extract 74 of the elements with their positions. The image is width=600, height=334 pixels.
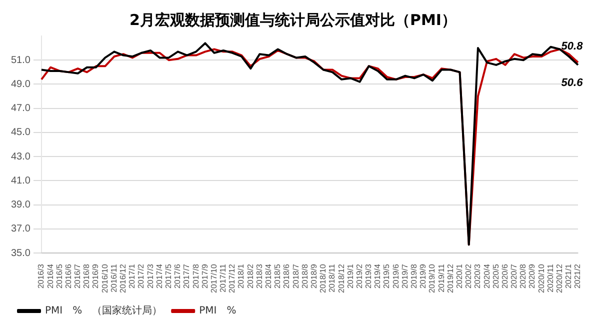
- x-tick-label: 2018/7: [291, 264, 300, 289]
- x-tick-label: 2019/1: [346, 264, 355, 289]
- x-tick-label: 2018/12: [336, 264, 346, 294]
- x-tick-label: 2018/6: [282, 264, 292, 289]
- x-tick-label: 2016/3: [36, 264, 46, 289]
- x-tick-label: 2016/4: [46, 264, 55, 289]
- x-tick-label: 2018/2: [246, 264, 255, 289]
- x-tick-label: 2020/10: [536, 264, 546, 294]
- legend-label: PMI % （国家统计局）: [45, 304, 162, 317]
- x-tick-label: 2017/8: [191, 264, 200, 289]
- y-tick-label: 35.0: [10, 248, 31, 259]
- x-tick-label: 2016/10: [100, 264, 110, 294]
- x-tick-label: 2021/1: [564, 264, 574, 289]
- x-tick-label: 2019/8: [410, 264, 419, 289]
- x-tick-label: 2019/4: [373, 264, 382, 289]
- x-tick-label: 2020/2: [464, 264, 474, 289]
- x-tick-label: 2017/3: [146, 264, 155, 289]
- y-tick-label: 51.0: [10, 54, 31, 66]
- chart-title: 2月宏观数据预测值与统计局公示值对比（PMI）: [130, 10, 456, 29]
- x-tick-label: 2020/9: [528, 264, 537, 289]
- x-tick-label: 2017/9: [200, 264, 210, 289]
- x-tick-label: 2017/12: [228, 264, 237, 294]
- x-tick-label: 2018/1: [236, 264, 246, 289]
- x-tick-label: 2017/7: [182, 264, 192, 289]
- x-tick-label: 2016/9: [91, 264, 100, 289]
- x-tick-label: 2018/5: [273, 264, 282, 289]
- x-tick-label: 2017/5: [164, 264, 173, 289]
- annotation: 50.8: [561, 40, 584, 53]
- x-tick-label: 2016/6: [64, 264, 73, 289]
- x-tick-label: 2018/8: [300, 264, 310, 289]
- x-tick-label: 2016/5: [54, 264, 64, 289]
- x-tick-label: 2016/12: [118, 264, 128, 294]
- y-tick-label: 45.0: [10, 127, 31, 138]
- x-tick-label: 2016/7: [73, 264, 82, 289]
- legend-label: PMI %: [199, 306, 236, 317]
- x-tick-label: 2018/4: [264, 264, 274, 289]
- x-tick-label: 2016/11: [109, 264, 118, 292]
- x-tick-label: 2017/1: [128, 264, 137, 289]
- x-tick-label: 2019/9: [418, 264, 428, 289]
- x-tick-label: 2018/3: [254, 264, 264, 289]
- x-tick-label: 2020/5: [491, 264, 500, 289]
- x-tick-label: 2020/8: [518, 264, 528, 289]
- x-tick-label: 2018/11: [328, 264, 337, 292]
- x-tick-label: 2019/10: [428, 264, 437, 294]
- y-tick-label: 37.0: [10, 224, 31, 235]
- x-tick-label: 2020/7: [510, 264, 519, 289]
- x-tick-label: 2017/6: [173, 264, 182, 289]
- x-tick-label: 2017/2: [136, 264, 146, 289]
- y-tick-label: 43.0: [10, 151, 31, 162]
- x-tick-label: 2019/7: [400, 264, 410, 289]
- x-tick-label: 2017/10: [209, 264, 218, 294]
- x-tick-label: 2021/2: [573, 264, 582, 289]
- x-tick-label: 2017/4: [154, 264, 164, 289]
- annotation: 50.6: [561, 76, 584, 89]
- x-tick-label: 2019/5: [382, 264, 392, 289]
- x-tick-label: 2019/11: [436, 264, 446, 292]
- y-tick-label: 39.0: [10, 200, 31, 211]
- y-tick-label: 47.0: [10, 103, 31, 114]
- y-tick-label: 41.0: [10, 175, 31, 186]
- y-tick-label: 49.0: [10, 78, 31, 90]
- x-tick-label: 2018/10: [318, 264, 328, 294]
- x-tick-label: 2020/3: [473, 264, 482, 289]
- x-tick-label: 2017/11: [218, 264, 228, 292]
- x-tick-label: 2018/9: [309, 264, 318, 289]
- x-tick-label: 2020/1: [454, 264, 464, 289]
- x-tick-label: 2016/8: [82, 264, 92, 289]
- x-tick-label: 2019/12: [446, 264, 455, 294]
- x-tick-label: 2019/2: [354, 264, 364, 289]
- x-tick-label: 2020/11: [546, 264, 555, 292]
- x-tick-label: 2019/6: [391, 264, 400, 289]
- x-tick-label: 2019/3: [364, 264, 374, 289]
- x-tick-label: 2020/4: [482, 264, 492, 289]
- x-tick-label: 2020/12: [555, 264, 564, 294]
- x-tick-label: 2020/6: [500, 264, 510, 289]
